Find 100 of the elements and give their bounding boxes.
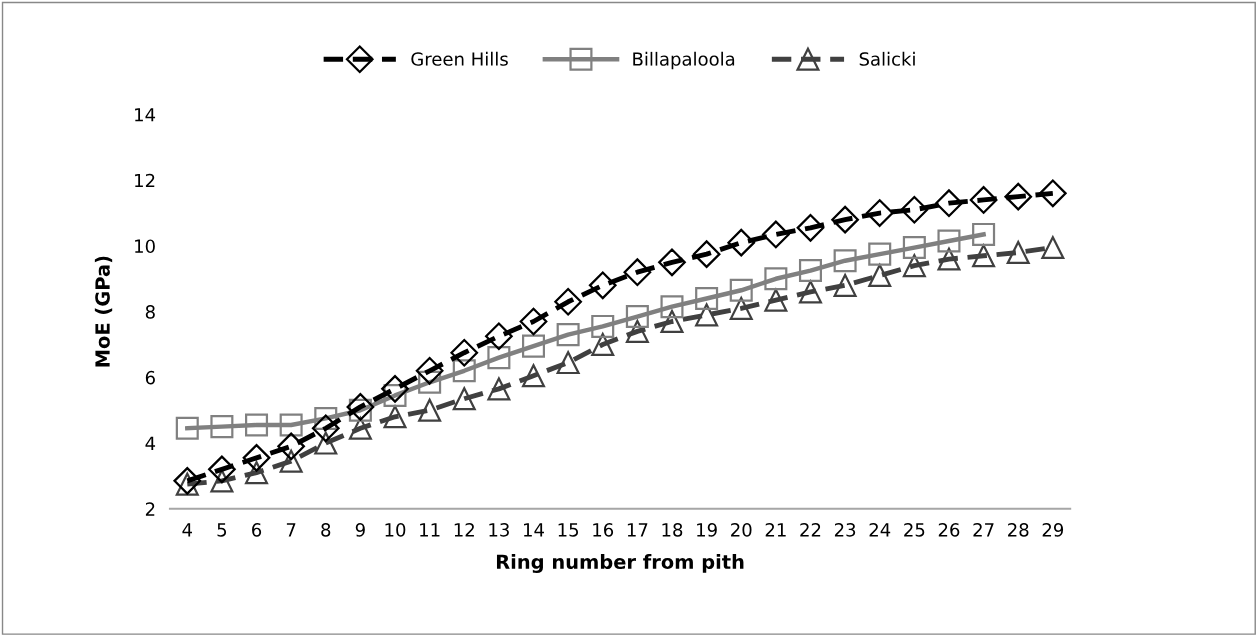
x-tick-label: 7	[286, 523, 296, 537]
point	[623, 258, 652, 287]
x-tick-label: 29	[1042, 523, 1064, 537]
point	[729, 296, 753, 320]
x-tick-label: 13	[489, 523, 509, 537]
y-tick-label: 8	[145, 305, 155, 319]
x-tick-label: 26	[938, 523, 960, 537]
point	[868, 242, 892, 266]
y-tick-label: 2	[145, 502, 155, 516]
point	[972, 222, 996, 246]
point	[591, 332, 615, 357]
point	[868, 263, 892, 288]
y-tick-label: 12	[135, 173, 155, 188]
point	[279, 413, 303, 437]
point	[625, 305, 649, 329]
point	[348, 416, 372, 440]
point	[556, 351, 580, 375]
point	[521, 364, 546, 388]
point	[658, 248, 686, 277]
x-tick-label: 9	[355, 523, 365, 537]
point	[764, 288, 788, 312]
point	[695, 286, 719, 311]
point	[833, 249, 857, 273]
point	[902, 236, 926, 260]
point	[937, 247, 961, 271]
point	[798, 280, 823, 304]
point	[625, 319, 649, 343]
point	[1038, 179, 1067, 208]
legend-label: Salicki	[859, 51, 915, 66]
point	[521, 334, 546, 358]
legend-label: Green Hills	[411, 51, 508, 66]
x-tick-label: 22	[800, 523, 821, 537]
point	[279, 449, 303, 473]
x-tick-label: 4	[182, 523, 193, 537]
x-tick-label: 19	[697, 523, 717, 537]
point	[660, 295, 684, 319]
point	[487, 377, 511, 401]
point	[242, 443, 271, 472]
point	[415, 356, 444, 385]
point	[831, 205, 859, 234]
point	[692, 240, 721, 269]
x-tick-label: 28	[1008, 523, 1029, 537]
y-tick-label: 10	[135, 239, 155, 254]
point	[798, 259, 823, 283]
x-axis-title: Ring number from pith	[496, 554, 744, 574]
point	[208, 455, 236, 484]
x-tick-label: 17	[627, 523, 648, 537]
x-tick-label: 10	[385, 523, 406, 537]
x-tick-label: 24	[869, 523, 891, 537]
x-tick-label: 12	[454, 523, 474, 537]
point	[346, 393, 375, 421]
x-tick-label: 21	[765, 523, 786, 537]
x-tick-label: 14	[524, 523, 544, 537]
point	[519, 307, 548, 336]
x-tick-label: 16	[593, 523, 614, 537]
point	[935, 189, 963, 218]
point	[902, 254, 926, 278]
point	[833, 273, 857, 297]
point	[452, 387, 476, 411]
point	[452, 359, 476, 383]
x-tick-label: 27	[973, 523, 994, 537]
point	[972, 244, 996, 268]
point	[554, 287, 582, 316]
x-tick-label: 18	[662, 523, 683, 537]
x-tick-label: 6	[252, 523, 262, 537]
point	[418, 398, 442, 422]
point	[695, 303, 719, 327]
point	[937, 229, 961, 253]
point	[591, 314, 615, 338]
point	[314, 431, 338, 455]
point	[796, 213, 825, 242]
x-tick-label: 5	[217, 523, 227, 537]
x-tick-label: 15	[558, 523, 579, 537]
point	[588, 271, 617, 300]
point	[764, 267, 788, 291]
x-tick-label: 11	[420, 523, 440, 537]
point	[761, 220, 790, 249]
point	[556, 323, 580, 347]
point	[210, 415, 234, 439]
point	[1041, 236, 1065, 260]
point	[1004, 182, 1033, 211]
x-tick-label: 8	[321, 523, 331, 537]
point	[487, 346, 511, 370]
point	[900, 195, 929, 224]
point	[244, 461, 269, 485]
point	[173, 466, 202, 495]
y-tick-label: 4	[145, 436, 156, 450]
point	[277, 432, 306, 461]
point	[311, 414, 340, 443]
point	[450, 338, 479, 367]
point	[244, 413, 269, 437]
point	[969, 186, 998, 214]
point	[381, 374, 409, 403]
x-tick-label: 25	[904, 523, 925, 537]
point	[660, 309, 684, 334]
point	[865, 199, 894, 227]
point	[383, 405, 407, 429]
x-tick-label: 23	[834, 523, 856, 537]
point	[485, 322, 513, 351]
point	[727, 228, 756, 257]
